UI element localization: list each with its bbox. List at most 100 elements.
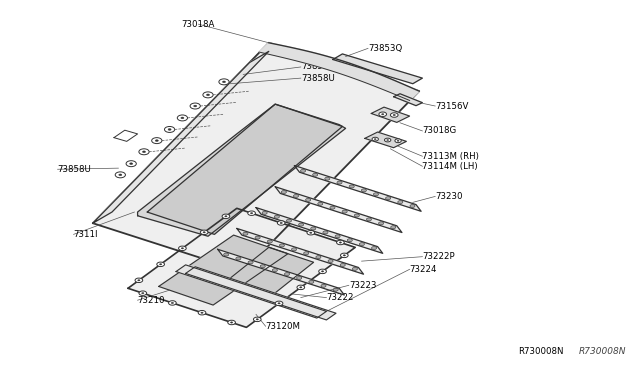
Text: 73858U: 73858U <box>301 74 335 83</box>
Text: 73230: 73230 <box>435 192 463 201</box>
Circle shape <box>397 140 399 141</box>
Text: 73114M (LH): 73114M (LH) <box>422 162 478 171</box>
Circle shape <box>262 211 268 214</box>
Circle shape <box>306 198 311 201</box>
Circle shape <box>323 231 328 234</box>
Circle shape <box>349 185 355 188</box>
Text: 73852Q: 73852Q <box>301 62 335 71</box>
Circle shape <box>152 138 162 144</box>
Circle shape <box>325 177 330 180</box>
Text: 73210: 73210 <box>138 296 165 305</box>
Circle shape <box>219 79 229 85</box>
Text: 73018G: 73018G <box>422 126 457 135</box>
Polygon shape <box>365 132 406 148</box>
Circle shape <box>317 202 323 205</box>
Circle shape <box>313 173 318 176</box>
Circle shape <box>139 149 149 155</box>
Circle shape <box>236 257 241 260</box>
Circle shape <box>277 221 285 225</box>
Circle shape <box>256 319 259 320</box>
Circle shape <box>280 244 285 247</box>
Circle shape <box>203 92 213 98</box>
Circle shape <box>228 320 236 325</box>
Text: 73156V: 73156V <box>435 102 468 110</box>
Circle shape <box>367 218 372 221</box>
Circle shape <box>230 322 233 323</box>
Circle shape <box>374 138 376 140</box>
Circle shape <box>347 239 352 242</box>
Circle shape <box>164 126 175 132</box>
Circle shape <box>159 264 162 265</box>
Circle shape <box>255 236 260 239</box>
Circle shape <box>223 81 225 83</box>
Polygon shape <box>229 247 314 294</box>
Polygon shape <box>176 265 326 318</box>
Text: 73223: 73223 <box>349 281 376 290</box>
Circle shape <box>330 206 335 209</box>
Circle shape <box>168 129 171 130</box>
Circle shape <box>293 195 298 198</box>
Circle shape <box>143 151 145 153</box>
Circle shape <box>340 253 348 257</box>
Circle shape <box>139 291 147 295</box>
Circle shape <box>339 242 342 243</box>
Polygon shape <box>186 267 336 320</box>
Text: 73224: 73224 <box>410 265 437 274</box>
Circle shape <box>198 311 206 315</box>
Polygon shape <box>93 43 419 272</box>
Circle shape <box>141 292 144 294</box>
Circle shape <box>297 285 305 289</box>
Polygon shape <box>256 208 383 253</box>
Circle shape <box>385 138 391 142</box>
Circle shape <box>248 211 255 215</box>
Circle shape <box>172 302 173 304</box>
Circle shape <box>337 181 342 184</box>
Circle shape <box>225 216 227 217</box>
Circle shape <box>273 269 278 272</box>
Circle shape <box>395 139 401 142</box>
Circle shape <box>385 197 390 200</box>
Circle shape <box>333 288 339 291</box>
Circle shape <box>316 256 321 259</box>
Circle shape <box>280 222 282 224</box>
Circle shape <box>130 163 132 164</box>
Circle shape <box>381 113 384 115</box>
Circle shape <box>119 174 122 176</box>
Circle shape <box>372 137 378 141</box>
Circle shape <box>224 253 229 256</box>
Circle shape <box>287 219 292 222</box>
Circle shape <box>352 267 358 270</box>
Circle shape <box>179 246 186 251</box>
Polygon shape <box>138 104 346 236</box>
Text: 73113M (RH): 73113M (RH) <box>422 152 479 161</box>
Text: 7311I: 7311I <box>74 230 98 239</box>
Polygon shape <box>294 166 421 211</box>
Circle shape <box>297 276 302 279</box>
Circle shape <box>301 169 306 172</box>
Circle shape <box>319 269 326 274</box>
Polygon shape <box>159 235 288 305</box>
Polygon shape <box>237 228 364 274</box>
Circle shape <box>268 240 273 243</box>
Circle shape <box>360 243 365 246</box>
Circle shape <box>181 248 184 249</box>
Circle shape <box>203 232 205 233</box>
Circle shape <box>321 284 326 287</box>
Polygon shape <box>275 187 402 232</box>
Circle shape <box>355 214 360 217</box>
Circle shape <box>321 271 324 272</box>
Polygon shape <box>371 107 410 122</box>
Circle shape <box>135 278 143 283</box>
Circle shape <box>168 301 176 305</box>
Circle shape <box>157 262 164 266</box>
Circle shape <box>282 190 287 193</box>
Circle shape <box>390 113 398 117</box>
Text: R730008N: R730008N <box>518 347 563 356</box>
Circle shape <box>340 263 346 266</box>
Circle shape <box>275 215 280 218</box>
Circle shape <box>201 312 203 313</box>
Circle shape <box>328 260 333 263</box>
Polygon shape <box>128 208 355 327</box>
Circle shape <box>335 235 340 238</box>
Polygon shape <box>259 43 419 100</box>
